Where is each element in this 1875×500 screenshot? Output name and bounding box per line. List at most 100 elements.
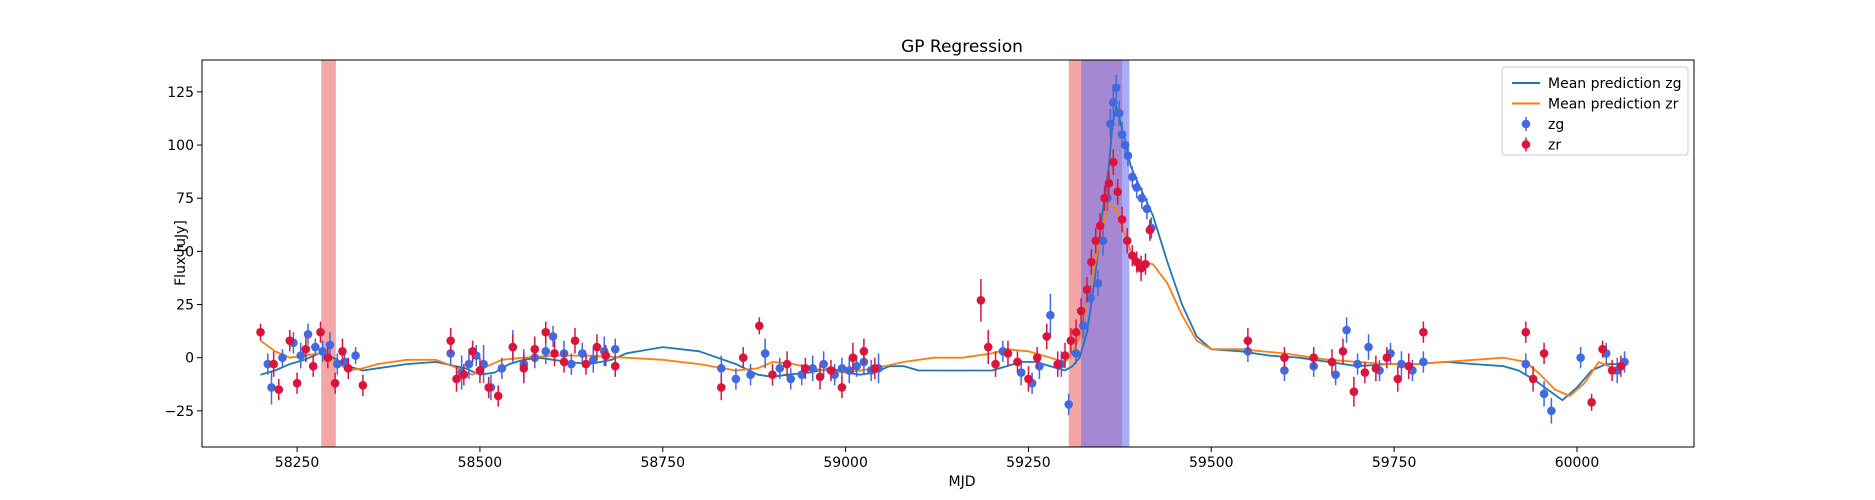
x-axis-label: MJD — [949, 474, 976, 490]
point-zr — [308, 355, 318, 377]
marker-zr — [541, 327, 551, 337]
marker-zg — [567, 359, 576, 369]
marker-zr — [338, 347, 347, 356]
marker-zr — [484, 383, 493, 392]
point-zr — [1141, 253, 1150, 275]
marker-zr — [1616, 361, 1626, 371]
marker-zr — [1071, 327, 1081, 337]
point-zg — [775, 357, 785, 379]
marker-zg — [1547, 406, 1556, 416]
marker-zr — [1371, 364, 1381, 373]
point-zr — [1145, 219, 1155, 241]
marker-zr — [1393, 374, 1403, 384]
marker-zr — [826, 366, 836, 375]
point-zr — [358, 374, 368, 396]
marker-zr — [1309, 353, 1318, 362]
marker-zr — [1104, 179, 1114, 188]
marker-zr — [292, 378, 302, 388]
point-zr — [801, 357, 810, 379]
marker-zr — [1003, 349, 1013, 358]
point-zr — [1104, 170, 1114, 197]
marker-zr — [530, 344, 540, 354]
point-zr — [1113, 179, 1122, 205]
shaded-region-blue — [1081, 60, 1130, 447]
marker-zg — [1086, 293, 1095, 303]
point-zr — [859, 338, 869, 365]
x-tick-label: 60000 — [1555, 455, 1600, 471]
point-zg — [746, 364, 755, 386]
marker-zr — [1024, 374, 1033, 384]
legend-marker-swatch — [1521, 119, 1531, 129]
marker-zg — [578, 349, 587, 358]
point-zr — [1117, 206, 1127, 233]
marker-zg — [797, 370, 807, 380]
marker-zr — [782, 359, 792, 369]
marker-zg — [1128, 172, 1137, 182]
marker-zg — [296, 351, 306, 360]
legend-box — [1501, 66, 1689, 156]
marker-zg — [1016, 368, 1026, 377]
marker-zr — [468, 347, 477, 356]
point-zr — [1032, 347, 1042, 369]
point-zr — [541, 321, 551, 343]
point-zr — [343, 357, 353, 379]
marker-zr — [837, 383, 847, 392]
marker-zr — [1243, 336, 1253, 345]
point-zr — [1060, 342, 1070, 369]
marker-zg — [1280, 366, 1289, 375]
legend: Mean prediction zg Mean prediction zr zg zr — [1501, 66, 1689, 156]
point-zr — [1309, 347, 1318, 369]
point-zr — [292, 372, 302, 394]
point-zr — [530, 336, 540, 362]
marker-zr — [550, 349, 559, 358]
legend-marker-swatch — [1521, 140, 1531, 149]
marker-zr — [1082, 285, 1092, 294]
point-zr — [1108, 149, 1118, 175]
point-zr — [848, 342, 858, 373]
point-zr — [1338, 338, 1348, 365]
point-zg — [1071, 342, 1081, 365]
point-zr — [508, 334, 518, 360]
marker-zr — [1419, 327, 1428, 337]
marker-zg — [1035, 361, 1044, 371]
marker-zg — [1353, 359, 1362, 369]
y-tick-label: −25 — [164, 404, 194, 420]
marker-zr — [570, 336, 580, 345]
marker-zr — [475, 366, 485, 375]
marker-zr — [610, 361, 620, 371]
point-zr — [1598, 340, 1607, 358]
point-zr — [1349, 376, 1359, 407]
point-zr — [1243, 327, 1253, 354]
marker-zr — [316, 327, 325, 337]
point-zr — [1371, 355, 1381, 382]
marker-zg — [852, 361, 861, 371]
point-zr — [285, 330, 295, 352]
point-zr — [1091, 227, 1101, 254]
y-tick-label: 100 — [167, 138, 194, 154]
point-zr — [459, 364, 469, 386]
marker-zr — [1349, 387, 1359, 397]
point-zg — [267, 370, 276, 405]
marker-zg — [1576, 353, 1585, 362]
point-zg — [1521, 353, 1531, 375]
point-zr — [1360, 361, 1370, 384]
point-zg — [311, 338, 320, 356]
point-zr — [1003, 340, 1013, 367]
point-zg — [548, 325, 558, 348]
marker-zg — [1331, 370, 1340, 380]
y-axis-label: Flux [uJy] — [173, 220, 189, 286]
point-zr — [837, 376, 847, 399]
point-zr — [782, 351, 792, 377]
plot-frame — [201, 59, 1695, 448]
point-zr — [1100, 185, 1109, 211]
point-zr — [1071, 319, 1081, 345]
point-zg — [1142, 198, 1152, 220]
point-zr — [1587, 393, 1596, 411]
marker-zg — [1342, 325, 1351, 335]
point-zg — [1093, 270, 1103, 297]
point-zr — [716, 374, 726, 401]
marker-zg — [1397, 359, 1406, 369]
marker-zg — [808, 364, 817, 373]
point-zr — [323, 347, 333, 369]
marker-zg — [464, 359, 474, 369]
